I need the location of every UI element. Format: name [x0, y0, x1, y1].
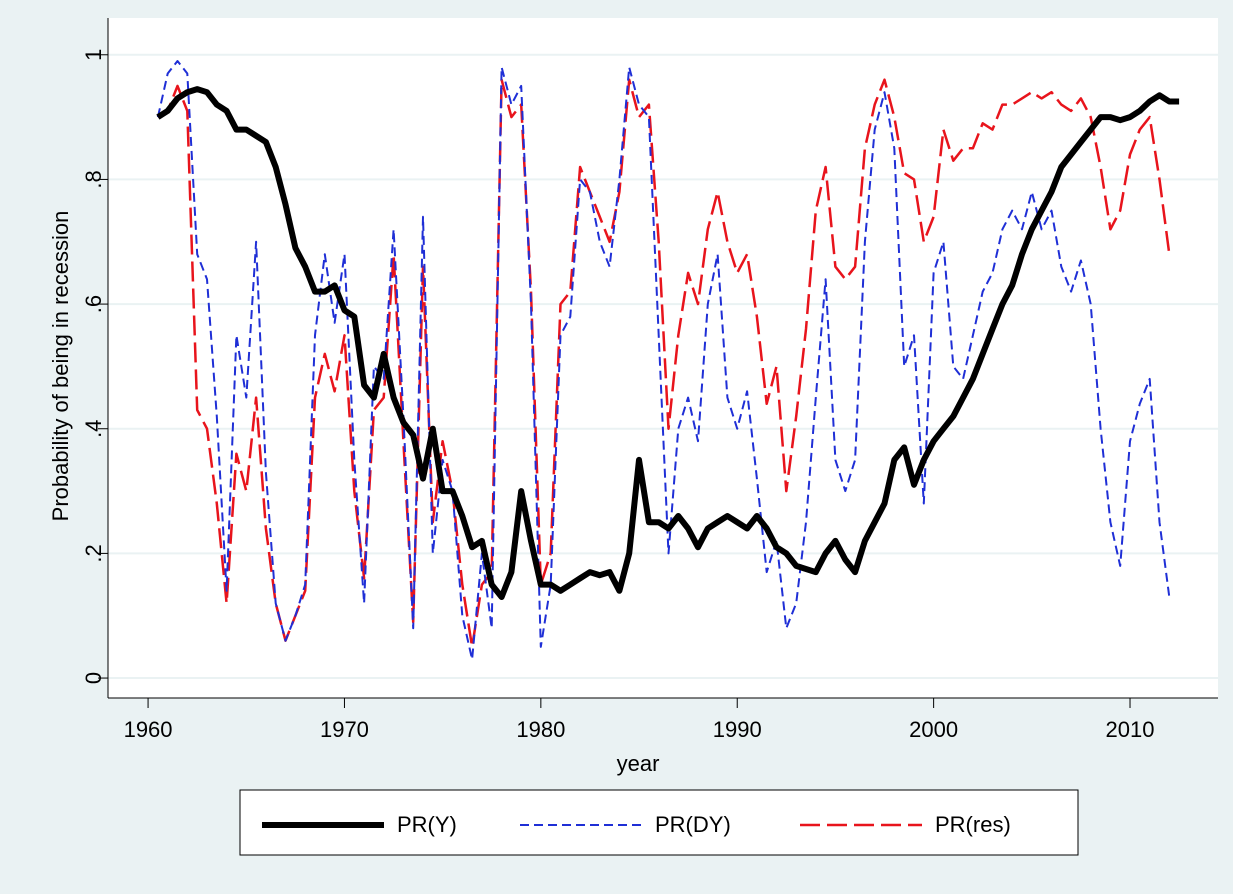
y-axis-title: Probability of being in recession	[48, 211, 73, 522]
y-tick-label: 0	[81, 672, 106, 684]
series-line	[156, 86, 1180, 600]
y-tick-label: .4	[81, 420, 106, 438]
legend-label: PR(DY)	[655, 812, 731, 837]
y-tick-label: .8	[81, 170, 106, 188]
y-tick-label: .6	[81, 295, 106, 313]
series-line	[156, 60, 1171, 661]
series-line	[157, 78, 1171, 649]
y-tick-label: .2	[81, 544, 106, 562]
x-tick-label: 1970	[320, 717, 369, 742]
y-tick-label: 1	[81, 49, 106, 61]
x-tick-label: 1990	[713, 717, 762, 742]
legend-label: PR(Y)	[397, 812, 457, 837]
x-tick-label: 2010	[1106, 717, 1155, 742]
x-tick-label: 1980	[516, 717, 565, 742]
x-tick-label: 1960	[124, 717, 173, 742]
x-tick-label: 2000	[909, 717, 958, 742]
legend-label: PR(res)	[935, 812, 1011, 837]
x-axis-title: year	[617, 751, 660, 776]
plot-area	[108, 18, 1218, 698]
